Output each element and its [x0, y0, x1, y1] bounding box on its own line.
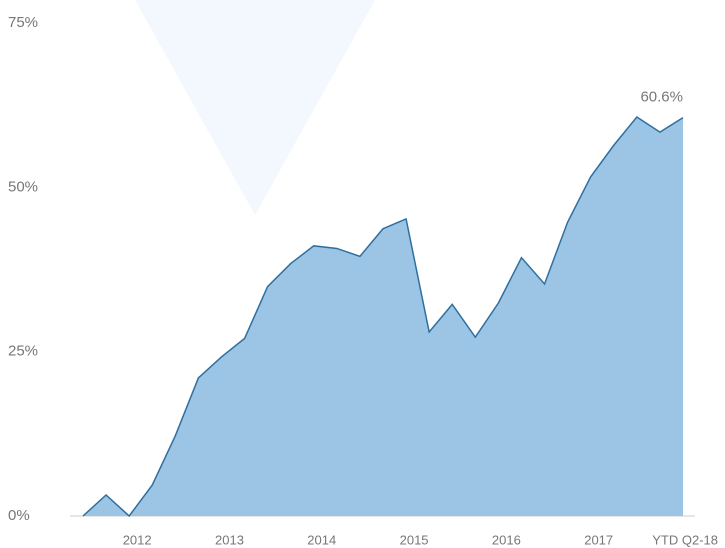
y-tick-label: 0% [8, 507, 30, 524]
x-tick-label: 2017 [584, 532, 613, 547]
x-tick-label: 2015 [400, 532, 429, 547]
y-tick-label: 75% [8, 14, 38, 31]
x-tick-label: YTD Q2-18 [652, 532, 718, 547]
y-tick-label: 50% [8, 178, 38, 195]
x-tick-label: 2016 [492, 532, 521, 547]
data-label: 60.6% [640, 89, 683, 106]
line [82, 116, 684, 518]
area [83, 116, 683, 517]
x-tick-label: 2013 [215, 532, 244, 547]
x-tick-label: 2012 [123, 532, 152, 547]
decoration [135, 0, 375, 215]
x-tick-label: 2014 [307, 532, 336, 547]
y-tick-label: 25% [8, 343, 38, 360]
